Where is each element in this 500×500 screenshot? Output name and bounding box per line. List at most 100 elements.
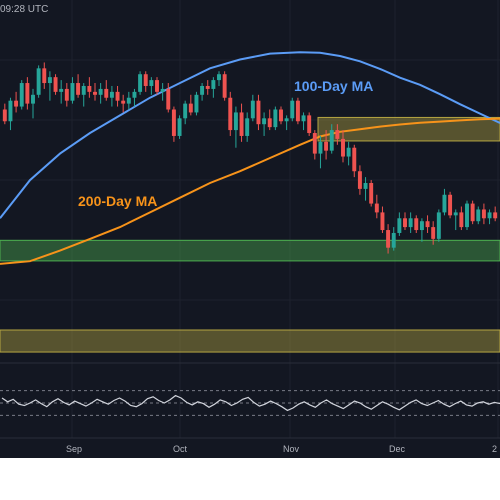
candle	[217, 71, 221, 86]
candle-body	[425, 221, 430, 228]
candle-body	[183, 103, 188, 119]
candle	[279, 106, 283, 125]
candle-body	[363, 183, 368, 189]
candle	[380, 206, 385, 233]
candle-body	[476, 209, 481, 222]
candle	[93, 83, 97, 101]
candle	[408, 212, 413, 233]
chart-area: 09:28 UTC 100-Day MA 200-Day MA Sep Oct …	[0, 0, 500, 458]
candle	[476, 206, 481, 225]
ma200-line	[0, 117, 500, 265]
ma100-line	[0, 51, 500, 219]
candle	[177, 115, 182, 139]
candle	[397, 212, 402, 236]
candle	[47, 71, 52, 101]
timestamp-label: 09:28 UTC	[0, 4, 49, 15]
candle-body	[126, 97, 131, 104]
candle	[386, 224, 391, 254]
candle	[267, 109, 272, 131]
candle-body	[64, 88, 69, 101]
candle-body	[47, 77, 52, 84]
candle	[160, 83, 165, 101]
candle-body	[453, 212, 458, 216]
candle-body	[109, 91, 114, 98]
candle-body	[380, 212, 385, 231]
candle	[222, 71, 227, 101]
candle-body	[155, 80, 159, 92]
candle-body	[250, 100, 255, 119]
chart-svg	[0, 0, 500, 439]
candle	[25, 77, 30, 110]
candle	[453, 209, 458, 231]
candle	[19, 80, 24, 110]
candle-body	[481, 209, 486, 219]
candle	[14, 91, 19, 113]
candle	[115, 85, 120, 107]
x-tick-oct: Oct	[173, 444, 188, 454]
candle	[419, 218, 424, 242]
candle	[431, 221, 436, 245]
candle	[31, 88, 35, 119]
candle-body	[436, 212, 441, 239]
candles-layer	[2, 62, 498, 254]
grid-layer	[0, 0, 500, 438]
rsi-line	[1, 394, 500, 412]
candle-body	[448, 194, 453, 216]
candle-body	[132, 91, 137, 98]
candle	[318, 135, 323, 169]
candle-body	[391, 232, 396, 248]
candle	[64, 83, 69, 107]
candle	[2, 103, 7, 125]
candle	[414, 215, 419, 233]
candle-body	[14, 100, 19, 107]
candle	[42, 62, 47, 89]
candle	[239, 103, 244, 142]
candle	[36, 65, 41, 98]
candle	[273, 106, 278, 131]
candle	[59, 80, 64, 104]
candle	[76, 74, 81, 98]
candle	[465, 200, 469, 231]
candle-body	[386, 230, 391, 248]
candle	[200, 83, 205, 101]
candle-body	[493, 212, 498, 219]
candle-body	[419, 221, 424, 231]
candle-body	[160, 88, 165, 92]
candle-body	[31, 94, 35, 104]
candle-body	[2, 109, 7, 122]
candle-body	[194, 94, 199, 113]
candle-body	[239, 112, 244, 136]
candle	[459, 206, 464, 231]
candle-body	[8, 100, 13, 122]
zones-layer	[0, 116, 500, 353]
candle-body	[188, 103, 193, 113]
candle	[233, 106, 238, 148]
candle	[493, 206, 498, 222]
candle-body	[205, 85, 210, 89]
candle-body	[256, 100, 261, 125]
candle-body	[290, 100, 295, 119]
moving-averages-layer	[0, 51, 500, 265]
candle	[53, 74, 58, 95]
candle-body	[414, 218, 419, 231]
candle-body	[217, 74, 221, 81]
candle	[256, 94, 261, 131]
candle-body	[403, 218, 407, 228]
candle-body	[273, 109, 278, 128]
candle-body	[442, 194, 447, 213]
candle-body	[431, 227, 436, 239]
candle	[262, 112, 267, 136]
candle	[132, 88, 137, 107]
candle-body	[98, 88, 103, 95]
candle-body	[70, 83, 75, 101]
candle-body	[408, 218, 413, 228]
candle	[481, 203, 486, 225]
candle-body	[262, 118, 267, 125]
candle-body	[149, 80, 154, 86]
candle	[155, 77, 159, 95]
candle	[87, 77, 92, 98]
candle	[143, 71, 148, 92]
candle	[391, 227, 396, 251]
candle	[250, 94, 255, 122]
candle	[436, 209, 441, 242]
